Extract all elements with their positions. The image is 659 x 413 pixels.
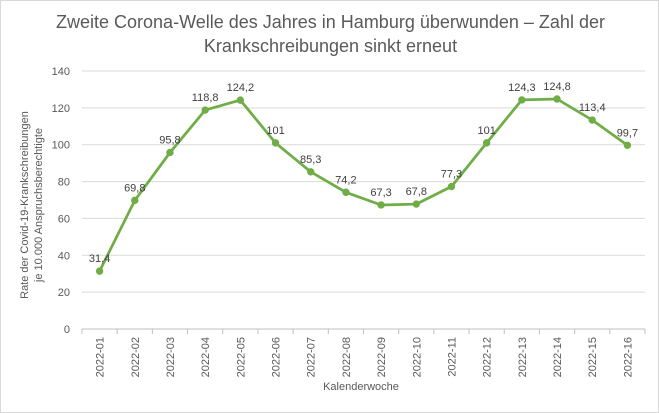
- x-tick-label: 2022-07: [306, 337, 318, 377]
- data-point: [95, 267, 104, 275]
- chart-title-line1: Zweite Corona-Welle des Jahres in Hambur…: [56, 12, 605, 32]
- data-label: 124,8: [543, 81, 571, 93]
- chart-title-line2: Krankschreibungen sinkt erneut: [203, 36, 458, 56]
- series-line: [98, 97, 629, 273]
- data-label: 95,8: [159, 134, 180, 146]
- data-point: [623, 141, 632, 149]
- data-label: 67,3: [370, 187, 391, 199]
- data-label: 77,3: [441, 169, 462, 181]
- data-label: 67,8: [406, 186, 427, 198]
- data-point: [342, 188, 350, 196]
- x-tick-label: 2022-14: [552, 337, 564, 377]
- data-point: [201, 106, 209, 114]
- x-tick-label: 2022-12: [482, 337, 494, 377]
- data-point: [553, 95, 561, 103]
- x-tick-label: 2022-09: [376, 337, 388, 377]
- y-tick-label: 0: [64, 324, 70, 336]
- data-label: 69,8: [124, 182, 145, 194]
- x-tick-label: 2022-16: [622, 337, 634, 377]
- x-tick-label: 2022-08: [341, 337, 353, 377]
- x-axis-label: Kalenderwoche: [323, 381, 399, 393]
- x-tick-label: 2022-10: [411, 337, 423, 377]
- y-tick-label: 80: [58, 177, 70, 189]
- data-label: 101: [266, 125, 284, 137]
- data-label: 74,2: [335, 174, 356, 186]
- data-point: [236, 96, 245, 104]
- data-point: [271, 139, 280, 147]
- data-label: 99,7: [617, 127, 638, 139]
- data-label: 31,4: [89, 253, 110, 265]
- x-tick-label: 2022-03: [165, 337, 177, 377]
- data-point: [166, 148, 174, 157]
- data-point: [482, 139, 491, 147]
- data-label: 124,2: [227, 82, 255, 94]
- data-label: 85,3: [300, 154, 321, 166]
- data-point: [588, 116, 596, 124]
- x-tick-label: 2022-02: [130, 337, 142, 377]
- y-tick-label: 100: [52, 140, 70, 152]
- data-label: 118,8: [192, 92, 219, 104]
- data-point: [412, 200, 420, 208]
- y-tick-label: 120: [52, 103, 70, 115]
- x-tick-label: 2022-11: [446, 337, 458, 377]
- x-tick-label: 2022-04: [200, 337, 212, 377]
- data-label: 113,4: [579, 102, 606, 114]
- data-point: [377, 201, 385, 209]
- y-tick-label: 140: [52, 66, 70, 78]
- data-label: 124,3: [508, 82, 536, 94]
- data-point: [131, 196, 139, 205]
- x-tick-label: 2022-13: [517, 337, 529, 377]
- data-point: [447, 182, 456, 191]
- y-tick-label: 60: [58, 213, 70, 225]
- x-tick-label: 2022-15: [587, 337, 599, 377]
- y-tick-label: 20: [58, 287, 70, 299]
- data-label: 101: [477, 125, 495, 137]
- data-point: [307, 168, 315, 176]
- x-tick-label: 2022-06: [271, 337, 283, 377]
- x-tick-label: 2022-05: [235, 337, 247, 377]
- y-tick-label: 40: [58, 250, 70, 262]
- data-point: [518, 96, 526, 104]
- x-tick-label: 2022-01: [95, 337, 107, 377]
